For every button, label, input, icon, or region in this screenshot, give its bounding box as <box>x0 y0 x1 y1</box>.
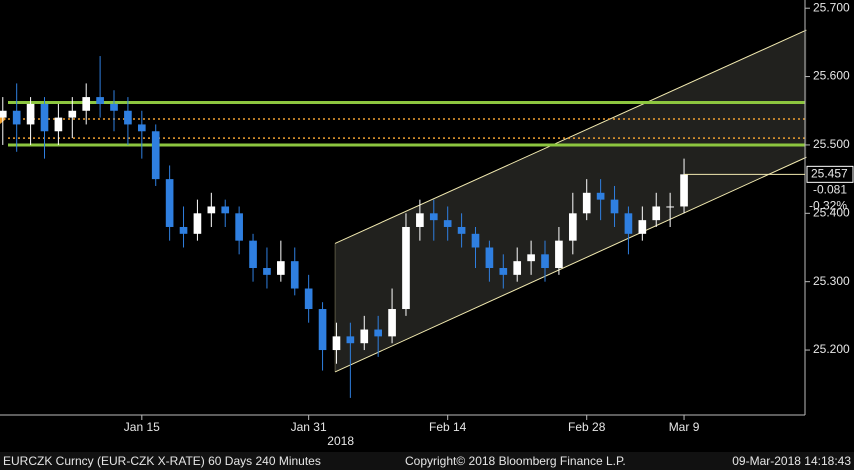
candle-body <box>680 174 688 207</box>
last-change-pct: -0.32% <box>809 199 847 213</box>
candle-body <box>207 206 216 214</box>
candle-body <box>402 226 410 310</box>
candle-body <box>596 192 605 200</box>
y-tick-label: 25.400 <box>813 205 850 219</box>
candle-body <box>235 213 243 241</box>
candle-body <box>304 288 313 310</box>
footer-bar <box>0 452 854 470</box>
candle-body <box>527 254 535 262</box>
candle-body <box>318 309 327 351</box>
timestamp: 09-Mar-2018 14:18:43 <box>732 454 851 468</box>
last-price: 25.457 <box>811 167 848 181</box>
candle-body <box>388 309 396 337</box>
candle-body <box>374 329 382 337</box>
year-label: 2018 <box>327 434 354 448</box>
x-tick-label: Mar 9 <box>669 420 700 434</box>
y-tick-label: 25.500 <box>813 137 850 151</box>
candle-body <box>652 206 661 221</box>
candle-body <box>221 206 230 214</box>
candle-body <box>179 226 188 234</box>
candle-body <box>26 103 35 125</box>
candle-body <box>290 261 299 289</box>
candle-body <box>263 268 271 275</box>
candle-body <box>12 110 21 125</box>
candle-body <box>610 199 619 214</box>
candle-body <box>54 117 63 132</box>
candle-body <box>0 110 7 118</box>
candle-body <box>541 254 549 269</box>
channel-line <box>334 29 807 244</box>
channel-fill <box>335 30 807 372</box>
candle-body <box>638 220 647 234</box>
footer-title: EURCZK Curncy (EUR-CZK X-RATE) 60 Days 2… <box>3 454 321 468</box>
x-tick-label: Feb 14 <box>429 420 467 434</box>
candle-body <box>96 97 104 104</box>
last-change: -0.081 <box>813 183 847 197</box>
candle-body <box>193 213 202 234</box>
candle-body <box>499 268 508 275</box>
candle-body <box>555 240 563 269</box>
x-tick-label: Jan 31 <box>291 420 327 434</box>
candle-body <box>124 110 132 125</box>
candle-body <box>582 192 591 214</box>
candle-body <box>151 131 160 180</box>
y-tick-label: 25.600 <box>813 69 850 83</box>
candle-body <box>666 206 674 208</box>
candle-body <box>110 103 118 111</box>
candle-body <box>82 97 91 111</box>
x-tick-label: Jan 15 <box>124 420 160 434</box>
candle-body <box>568 213 577 241</box>
candle-body <box>471 233 480 248</box>
candle-body <box>332 336 341 351</box>
candle-body <box>165 179 174 227</box>
candle-body <box>513 261 522 275</box>
candle-body <box>416 213 424 227</box>
channel-line <box>334 156 807 373</box>
copyright: Copyright© 2018 Bloomberg Finance L.P. <box>405 454 626 468</box>
candle-body <box>429 213 438 221</box>
candle-body <box>624 213 633 234</box>
candle-body <box>277 261 285 275</box>
candle-body <box>68 110 77 118</box>
candle-body <box>137 124 146 132</box>
x-tick-label: Feb 28 <box>568 420 606 434</box>
candle-body <box>40 103 49 132</box>
y-tick-label: 25.300 <box>813 274 850 288</box>
candle-body <box>485 247 494 269</box>
last-price-box <box>806 165 854 183</box>
y-tick-label: 25.200 <box>813 342 850 356</box>
candle-body <box>457 226 466 234</box>
y-tick-label: 25.700 <box>813 0 850 14</box>
candle-body <box>360 329 369 344</box>
candle-body <box>249 240 257 269</box>
candle-body <box>443 220 452 227</box>
candle-body <box>346 336 355 344</box>
